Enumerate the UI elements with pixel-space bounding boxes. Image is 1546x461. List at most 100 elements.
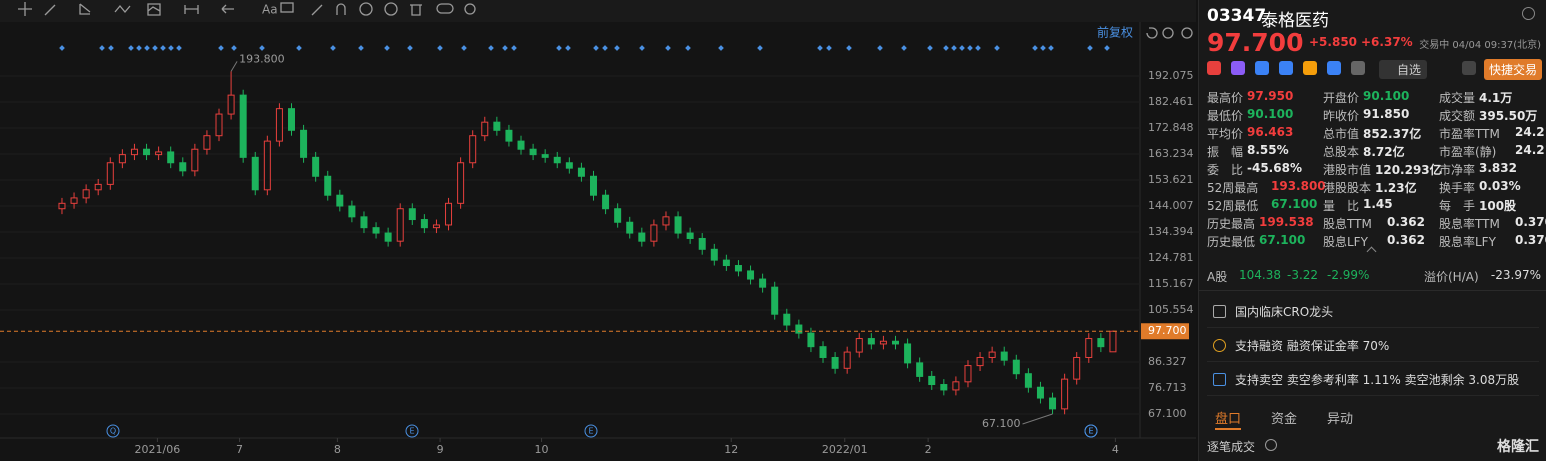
stat-label: 港股市值 [1323,163,1372,177]
y-tick-label: 134.394 [1148,225,1194,238]
stat-label: 总股本 [1323,145,1360,159]
zoom-in[interactable] [1181,27,1193,39]
tool-settings[interactable] [464,3,476,15]
stat-value: 199.538 [1259,215,1314,229]
stat-value: 120.293亿 [1375,163,1442,177]
quick-trade-button[interactable]: 快捷交易 [1484,59,1543,80]
toolbar-icons[interactable] [18,2,1193,39]
event-marker [1040,45,1046,51]
a-share-price: 104.38 [1239,268,1281,282]
tool-text[interactable]: Aa [262,3,278,17]
stat-label: 股息率TTM [1439,217,1500,231]
candle-body [432,224,440,229]
event-marker [1104,45,1110,51]
candle-body [867,338,875,345]
event-marker [665,45,671,51]
x-tick-label: 2021/06 [135,443,181,456]
tool-fib[interactable] [147,3,161,16]
tool-wave[interactable] [114,4,131,14]
collapse-chevron [1366,246,1377,257]
tool-pen[interactable] [311,4,323,16]
candle-body [275,108,283,142]
candle-body [239,94,247,158]
y-tick-label: 163.234 [1148,147,1194,160]
tool-hide[interactable] [384,2,398,16]
tool-measure[interactable] [184,5,199,14]
stock-code: 03347 [1207,6,1267,26]
stat-label: 市盈率(静) [1439,145,1497,159]
event-marker [975,45,981,51]
last-price-box [1141,323,1189,340]
candle-body [759,278,767,288]
y-tick-label: 192.075 [1148,69,1194,82]
candle-body [287,108,295,131]
tool-note[interactable] [280,2,294,13]
tool-line[interactable] [44,4,56,16]
stat-value: 1.45 [1363,197,1393,211]
tab-underline [1215,428,1241,430]
candle-body [783,313,791,326]
candle-body [1036,386,1044,399]
candle-body [795,324,803,334]
feature-badge [1279,61,1293,75]
undo-icon[interactable] [1146,27,1158,39]
candle-body [94,183,102,191]
zoom-out[interactable] [1162,27,1174,39]
y-tick-label: 153.621 [1148,173,1194,186]
x-tick-label: 4 [1112,443,1119,456]
event-marker [951,45,957,51]
candle-body [976,356,984,367]
event-marker [593,45,599,51]
candle-body [396,208,404,242]
stat-value: 0.370% [1515,233,1546,247]
stat-value: 67.100 [1259,233,1306,247]
event-marker [1048,45,1054,51]
tool-lock[interactable] [359,2,373,16]
stat-label: 平均价 [1207,127,1244,141]
stat-value: 0.362 [1387,215,1425,229]
stat-value: 91.850 [1363,107,1410,121]
stat-value: 90.100 [1363,89,1410,103]
stat-label: 历史最高 [1207,217,1256,231]
divider [1207,361,1539,362]
candle-body [336,194,344,207]
candle-body [263,140,271,191]
x-tick-label: 2022/01 [822,443,868,456]
event-marker [614,45,620,51]
feature-icon [1213,373,1226,386]
candle-body [565,162,573,169]
x-tick-label: 10 [535,443,549,456]
adjust-label[interactable]: 前复权 [1097,25,1133,40]
stat-label: 昨收价 [1323,109,1360,123]
event-marker [967,45,973,51]
candle-body [1109,330,1117,353]
tool-toggle[interactable] [436,3,454,14]
candle-body [1049,397,1057,410]
tool-magnet[interactable] [336,3,346,15]
annotation-low: 67.100 [982,417,1021,430]
tab[interactable]: 盘口 [1215,412,1242,427]
tool-cross[interactable] [18,2,32,16]
candle-body [300,129,308,158]
tool-delete[interactable] [410,4,422,16]
candle-body [118,154,126,164]
stat-value: -45.68% [1247,161,1302,175]
tab[interactable]: 异动 [1327,412,1354,427]
annotation-leader [1022,413,1053,425]
candle-body [481,121,489,137]
watch-button[interactable]: 自选 [1379,60,1428,79]
event-marker [639,45,645,51]
stat-label: 委 比 [1207,163,1244,177]
y-tick-label: 115.167 [1148,277,1194,290]
stat-value: 4.1万 [1479,91,1513,105]
a-share-change: -3.22 [1287,268,1319,282]
change-pct: +6.37% [1361,35,1413,49]
tab[interactable]: 资金 [1271,412,1298,427]
candle-body [577,167,585,177]
tool-ray[interactable] [79,3,91,15]
feature-badge [1207,61,1221,75]
y-tick-label: 105.554 [1148,303,1194,316]
candle-body [505,129,513,142]
tool-arrow[interactable] [221,4,234,14]
divider [1199,290,1546,291]
